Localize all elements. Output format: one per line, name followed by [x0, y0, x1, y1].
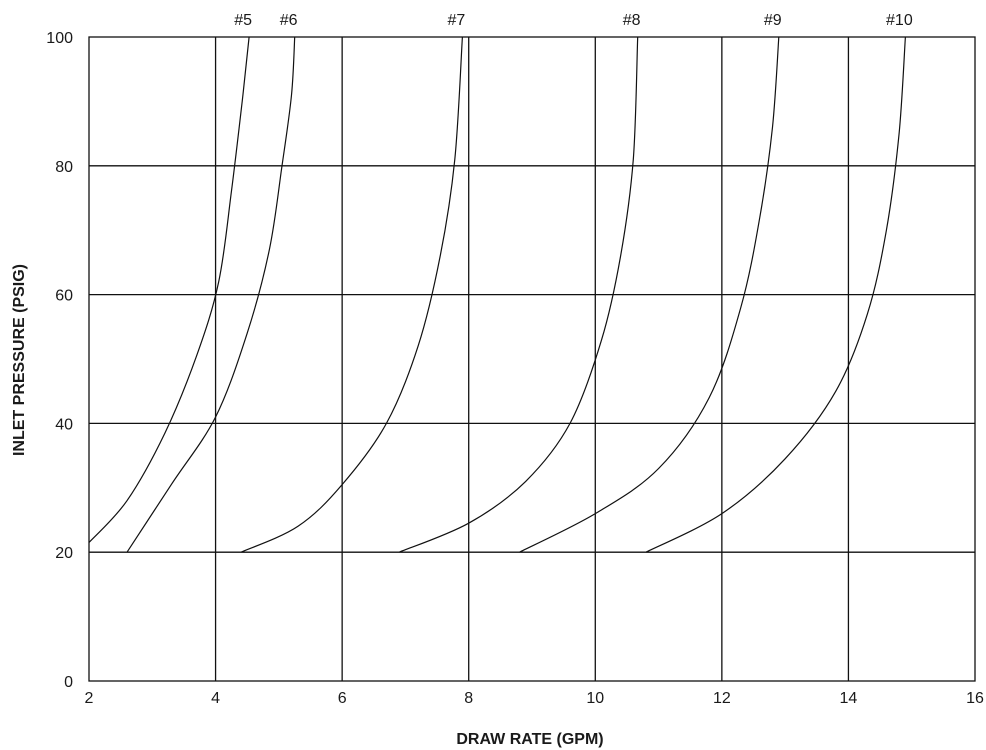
x-tick-label: 8	[464, 690, 473, 707]
x-tick-label: 6	[338, 690, 347, 707]
series-label-6: #6	[280, 12, 298, 29]
series-label-8: #8	[623, 12, 641, 29]
y-tick-label: 80	[55, 159, 73, 176]
series-line-10	[645, 36, 906, 553]
series-label-9: #9	[764, 12, 782, 29]
plot-area: 2 4 6 8 10 12 14 16 0 20 40 60 80 100 #5 #6 #7 #8 #9 #10	[46, 12, 984, 707]
y-tick-label: 20	[55, 545, 73, 562]
series-line-6	[126, 36, 296, 553]
y-tick-label: 100	[46, 30, 73, 47]
y-tick-label: 0	[64, 674, 73, 691]
y-tick-label: 60	[55, 288, 73, 305]
x-axis-title: DRAW RATE (GPM)	[456, 731, 603, 748]
plot-frame	[88, 36, 976, 682]
series-line-9	[519, 36, 780, 553]
x-tick-label: 10	[586, 690, 604, 707]
x-tick-label: 12	[713, 690, 731, 707]
series-line-5	[88, 36, 250, 543]
series-label-10: #10	[886, 12, 913, 29]
series-label-7: #7	[447, 12, 465, 29]
series-label-5: #5	[234, 12, 252, 29]
x-tick-label: 4	[211, 690, 220, 707]
x-tick-label: 14	[840, 690, 858, 707]
y-axis-title: INLET PRESSURE (PSIG)	[11, 264, 28, 456]
series-line-7	[240, 36, 463, 553]
x-tick-label: 16	[966, 690, 984, 707]
y-tick-label: 40	[55, 416, 73, 433]
x-tick-label: 2	[85, 690, 94, 707]
series-line-8	[398, 36, 639, 553]
